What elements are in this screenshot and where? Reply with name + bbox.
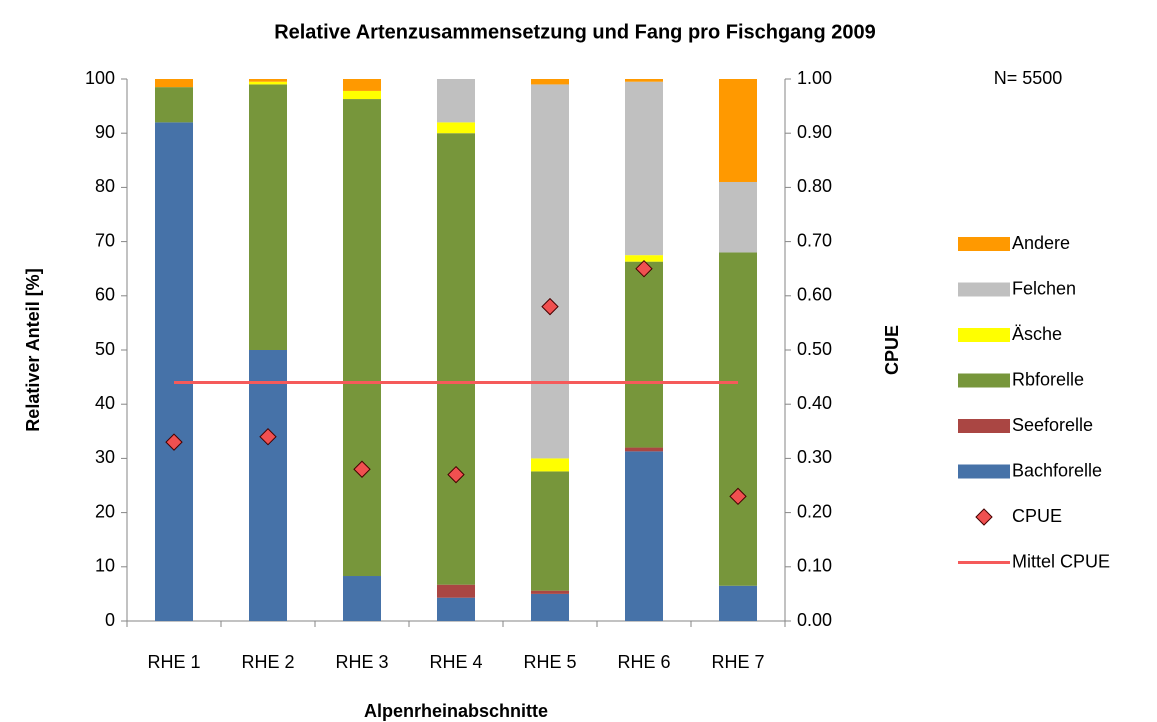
- y2-tick-label: 1.00: [797, 68, 832, 88]
- y2-tick-label: 0.60: [797, 285, 832, 305]
- bar-segment: [437, 79, 475, 123]
- y-axis-title: Relativer Anteil [%]: [23, 268, 43, 431]
- legend-label: Seeforelle: [1012, 415, 1093, 435]
- bar-segment: [343, 576, 381, 621]
- bar-segment: [625, 79, 663, 82]
- y-tick-label: 80: [95, 176, 115, 196]
- bar-segment: [343, 99, 381, 577]
- x-tick-label: RHE 1: [147, 652, 200, 672]
- cpue-marker: [635, 259, 653, 278]
- legend-label: Mittel CPUE: [1012, 551, 1110, 571]
- bar-segment: [719, 181, 757, 253]
- bar-segment: [437, 122, 475, 134]
- legend-label: CPUE: [1012, 506, 1062, 526]
- cpue-marker: [353, 460, 371, 478]
- cpue-marker: [729, 487, 747, 506]
- y-tick-label: 10: [95, 556, 115, 576]
- y-tick-label: 40: [95, 393, 115, 413]
- y2-tick-label: 0.20: [797, 501, 832, 521]
- bar-segment: [249, 79, 287, 82]
- bar-segment: [625, 447, 663, 452]
- legend-swatch: [958, 419, 1010, 433]
- y-tick-label: 20: [95, 501, 115, 521]
- x-tick-label: RHE 5: [523, 652, 576, 672]
- y2-tick-label: 0.80: [797, 176, 832, 196]
- bar-segment: [531, 458, 569, 472]
- y-tick-label: 90: [95, 122, 115, 142]
- bar-segment: [249, 84, 287, 351]
- y2-tick-label: 0.50: [797, 339, 832, 359]
- bar-segment: [249, 81, 287, 85]
- legend-swatch: [958, 282, 1010, 297]
- y2-axis-title: CPUE: [882, 325, 902, 375]
- x-tick-label: RHE 2: [241, 652, 294, 672]
- bar-segment: [155, 122, 193, 622]
- bar-segment: [437, 133, 475, 585]
- cpue-marker: [541, 297, 559, 316]
- legend-label: Bachforelle: [1012, 460, 1102, 480]
- chart-title: Relative Artenzusammensetzung und Fang p…: [274, 21, 876, 43]
- bar-segment: [155, 87, 193, 123]
- y2-tick-label: 0.10: [797, 556, 832, 576]
- legend-label: Felchen: [1012, 278, 1076, 298]
- bar-segment: [625, 81, 663, 256]
- bar-segment: [531, 471, 569, 591]
- x-tick-label: RHE 3: [335, 652, 388, 672]
- bar-segment: [531, 590, 569, 594]
- bar-segment: [625, 261, 663, 448]
- x-tick-label: RHE 4: [429, 652, 482, 672]
- bar-segment: [437, 584, 475, 598]
- x-axis-title: Alpenrheinabschnitte: [364, 701, 548, 721]
- x-tick-label: RHE 7: [711, 652, 764, 672]
- y-tick-label: 60: [95, 285, 115, 305]
- annotation: N= 5500: [994, 68, 1063, 88]
- bar-segment: [343, 90, 381, 100]
- legend-swatch: [958, 237, 1010, 251]
- bar-segment: [531, 79, 569, 85]
- legend-swatch: [975, 508, 993, 526]
- bar-segment: [343, 79, 381, 91]
- y2-tick-label: 0.30: [797, 447, 832, 467]
- cpue-marker: [447, 465, 465, 484]
- legend-swatch: [958, 373, 1010, 388]
- bar-segment: [437, 597, 475, 621]
- x-tick-label: RHE 6: [617, 652, 670, 672]
- legend-label: Rbforelle: [1012, 369, 1084, 389]
- legend-swatch: [958, 464, 1010, 479]
- y2-tick-label: 0.00: [797, 610, 832, 630]
- cpue-marker: [259, 428, 277, 446]
- y2-tick-label: 0.90: [797, 122, 832, 142]
- y-tick-label: 0: [105, 610, 115, 630]
- bar-segment: [625, 255, 663, 262]
- legend-label: Andere: [1012, 233, 1070, 253]
- bar-segment: [531, 84, 569, 459]
- cpue-marker: [165, 433, 183, 451]
- bar-segment: [719, 585, 757, 621]
- y2-tick-label: 0.40: [797, 393, 832, 413]
- bar-segment: [155, 79, 193, 88]
- y-tick-label: 30: [95, 447, 115, 467]
- y2-tick-label: 0.70: [797, 230, 832, 250]
- legend-label: Äsche: [1012, 324, 1062, 344]
- bar-segment: [249, 350, 287, 621]
- bar-segment: [719, 252, 757, 586]
- y-tick-label: 50: [95, 339, 115, 359]
- y-tick-label: 70: [95, 230, 115, 250]
- bar-segment: [531, 593, 569, 621]
- bar-segment: [719, 79, 757, 182]
- y-tick-label: 100: [85, 68, 115, 88]
- legend-swatch: [958, 328, 1010, 342]
- bar-segment: [625, 451, 663, 621]
